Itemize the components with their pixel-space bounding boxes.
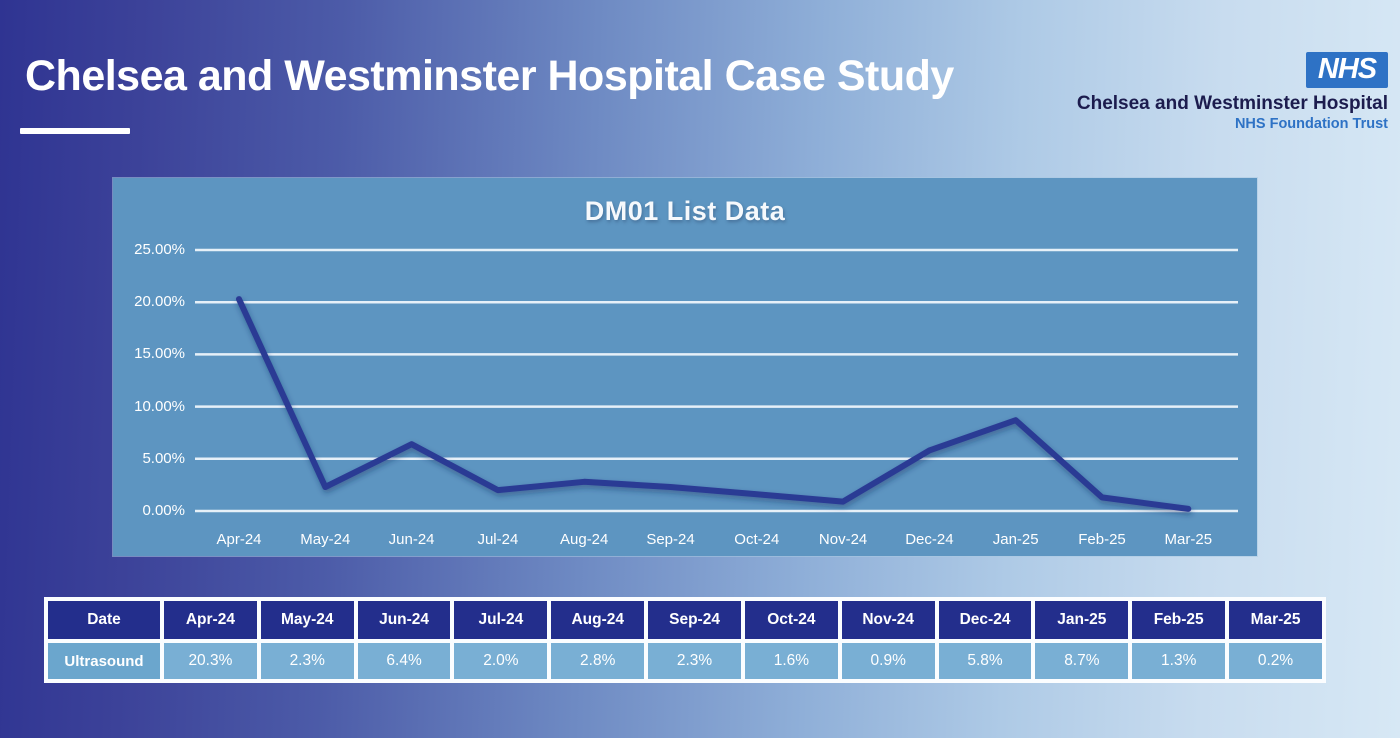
table-header-cell: Oct-24 bbox=[744, 601, 838, 639]
x-axis-tick-label: Jun-24 bbox=[388, 531, 435, 548]
nhs-branding: NHS Chelsea and Westminster Hospital NHS… bbox=[1077, 52, 1388, 132]
table-value-cell: 5.8% bbox=[938, 643, 1032, 679]
table-row: Ultrasound 20.3% 2.3% 6.4% 2.0% 2.8% 2.3% 1.6% 0… bbox=[48, 643, 1322, 679]
y-axis-tick-label: 10.00% bbox=[134, 397, 185, 415]
table-header-cell: May-24 bbox=[260, 601, 354, 639]
x-axis-tick-label: Dec-24 bbox=[905, 531, 954, 548]
x-axis-tick-label: Apr-24 bbox=[216, 531, 262, 548]
table-header-row: Date Apr-24 May-24 Jun-24 Jul-24 Aug-24 Sep-24… bbox=[48, 601, 1322, 639]
table-value-cell: 0.9% bbox=[841, 643, 935, 679]
title-underline bbox=[20, 128, 130, 134]
y-axis-tick-label: 15.00% bbox=[134, 345, 185, 363]
table-value-cell: 6.4% bbox=[357, 643, 451, 679]
nhs-logo-icon: NHS bbox=[1306, 52, 1388, 88]
table-header-cell: Mar-25 bbox=[1229, 601, 1322, 639]
table-header-cell: Jul-24 bbox=[454, 601, 548, 639]
table-value-cell: 2.3% bbox=[648, 643, 741, 679]
chart-title: DM01 List Data bbox=[584, 196, 786, 226]
table-row-label: Ultrasound bbox=[48, 643, 160, 679]
table-header-cell: Dec-24 bbox=[938, 601, 1032, 639]
y-axis-tick-label: 20.00% bbox=[134, 293, 185, 311]
y-axis-tick-label: 25.00% bbox=[134, 241, 185, 258]
table-value-cell: 1.3% bbox=[1132, 643, 1226, 679]
table-value-cell: 20.3% bbox=[164, 643, 257, 679]
x-axis-tick-label: Nov-24 bbox=[818, 531, 868, 548]
nhs-org-subtitle: NHS Foundation Trust bbox=[1234, 116, 1388, 132]
table-value-cell: 8.7% bbox=[1035, 643, 1129, 679]
y-axis-tick-label: 5.00% bbox=[142, 449, 185, 467]
table-value-cell: 0.2% bbox=[1229, 643, 1322, 679]
table-header-cell: Apr-24 bbox=[164, 601, 257, 639]
x-axis-tick-label: Feb-25 bbox=[1078, 531, 1126, 548]
x-axis-tick-label: Jul-24 bbox=[477, 531, 519, 548]
x-axis-tick-label: May-24 bbox=[300, 531, 351, 548]
x-axis-tick-label: Jan-25 bbox=[992, 531, 1039, 548]
table-value-cell: 2.8% bbox=[551, 643, 645, 679]
x-axis-tick-label: Mar-25 bbox=[1164, 531, 1213, 548]
table-header-date: Date bbox=[48, 601, 160, 639]
x-axis-tick-label: Oct-24 bbox=[734, 531, 780, 548]
dm01-data-table: Date Apr-24 May-24 Jun-24 Jul-24 Aug-24 Sep-24… bbox=[44, 597, 1326, 683]
table-header-cell: Jun-24 bbox=[357, 601, 451, 639]
x-axis-tick-label: Sep-24 bbox=[646, 531, 695, 548]
x-axis-tick-label: Aug-24 bbox=[560, 531, 609, 548]
ultrasound-series-line bbox=[236, 296, 1192, 512]
table-header-cell: Sep-24 bbox=[648, 601, 741, 639]
y-axis-tick-label: 0.00% bbox=[142, 502, 185, 519]
table-value-cell: 1.6% bbox=[744, 643, 838, 679]
dm01-data-table-wrap: Date Apr-24 May-24 Jun-24 Jul-24 Aug-24 Sep-24… bbox=[44, 597, 1326, 683]
nhs-org-name: Chelsea and Westminster Hospital bbox=[1076, 93, 1388, 114]
table-value-cell: 2.3% bbox=[260, 643, 354, 679]
dm01-chart-panel: DM01 List Data 25.00% 20.00% 15.00% 10.00% 5… bbox=[113, 178, 1257, 556]
table-value-cell: 2.0% bbox=[454, 643, 548, 679]
line-chart bbox=[195, 248, 1238, 513]
table-header-cell: Jan-25 bbox=[1035, 601, 1129, 639]
page-title: Chelsea and Westminster Hospital Case St… bbox=[25, 52, 954, 100]
table-header-cell: Aug-24 bbox=[551, 601, 645, 639]
table-header-cell: Nov-24 bbox=[841, 601, 935, 639]
table-header-cell: Feb-25 bbox=[1132, 601, 1226, 639]
